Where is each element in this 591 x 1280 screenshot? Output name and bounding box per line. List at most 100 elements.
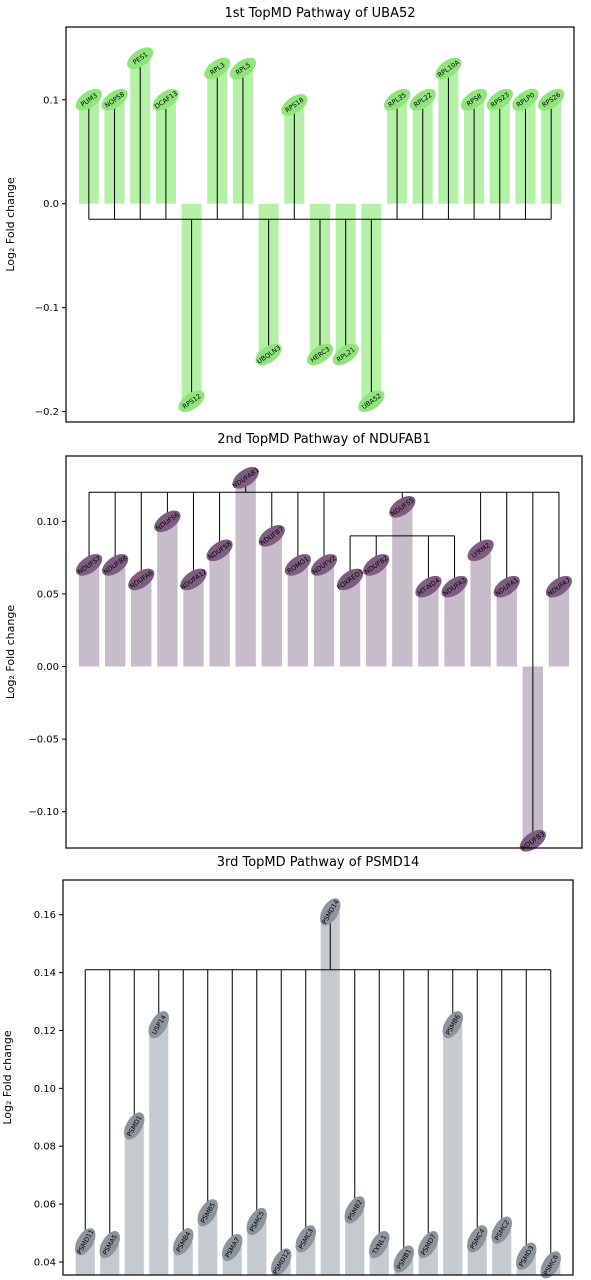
gene-node-marker <box>154 510 181 533</box>
gene-node-marker <box>246 1207 267 1236</box>
bar-foxred1 <box>339 579 361 667</box>
gene-node-marker <box>393 1245 414 1273</box>
bar-ndufab1 <box>235 477 256 667</box>
gene-node-marker <box>258 525 285 547</box>
gene-node-marker <box>336 568 364 591</box>
gene-node-lyrm2: LYRM2 <box>467 539 494 562</box>
bar-psmb5 <box>198 1212 218 1275</box>
gene-node-pes1: PES1 <box>127 47 154 69</box>
y-tick-label: −0.1 <box>35 303 59 314</box>
y-axis-label: Log₂ Fold change <box>4 605 17 699</box>
gene-node-marker <box>363 554 390 576</box>
bar-ndufa7 <box>548 586 570 667</box>
gene-node-psmc5: PSMC5 <box>246 1207 267 1236</box>
gene-node-rpl5: RPL5 <box>229 57 257 80</box>
y-tick-label: −0.05 <box>28 735 59 746</box>
gene-node-marker <box>540 1251 561 1279</box>
gene-node-psmc2: PSMC2 <box>491 1216 512 1244</box>
y-tick-label: 0.00 <box>37 662 59 673</box>
y-tick-label: 0.10 <box>34 1084 56 1095</box>
bar-usp14 <box>149 1024 169 1275</box>
bar-lyrm2 <box>470 550 491 667</box>
gene-node-marker <box>441 575 468 598</box>
gene-node-marker <box>173 1228 194 1256</box>
gene-node-rps26: RPS26 <box>538 88 565 111</box>
gene-node-marker <box>75 88 102 111</box>
gene-node-marker <box>409 88 436 111</box>
gene-node-marker <box>389 495 416 518</box>
bar-psmb2 <box>345 1209 365 1275</box>
gene-node-psma5: PSMA5 <box>99 1231 120 1259</box>
gene-node-marker <box>281 94 308 116</box>
gene-node-psmd1: PSMD1 <box>124 1112 145 1140</box>
gene-node-marker <box>435 57 462 80</box>
bar-psmd14 <box>320 911 340 1275</box>
bar-ndufs5 <box>392 506 413 667</box>
gene-node-marker <box>344 1196 365 1224</box>
gene-node-nop58: NOP58 <box>101 88 128 111</box>
chart-title: 2nd TopMD Pathway of NDUFAB1 <box>217 432 430 447</box>
gene-node-psmd3: PSMD3 <box>516 1242 537 1270</box>
gene-node-psmb1: PSMB1 <box>393 1245 414 1273</box>
gene-node-herc3: HERC3 <box>306 343 334 366</box>
y-tick-label: 0.1 <box>43 95 59 106</box>
gene-node-marker <box>545 575 573 598</box>
plot-frame <box>62 879 574 1276</box>
gene-node-marker <box>383 88 411 111</box>
gene-node-rpl35: RPL35 <box>383 88 411 111</box>
gene-node-psmb4: PSMB4 <box>173 1228 194 1256</box>
y-tick-label: 0.04 <box>34 1257 56 1268</box>
gene-node-marker <box>460 88 488 111</box>
bar-ndufs6 <box>157 521 178 667</box>
gene-node-marker <box>127 47 154 69</box>
bar-ndufa1 <box>496 586 517 667</box>
gene-node-marker <box>102 554 129 576</box>
y-tick-label: 0.0 <box>43 199 59 210</box>
gene-node-marker <box>255 343 282 366</box>
gene-node-marker <box>369 1231 390 1259</box>
gene-node-marker <box>271 1248 292 1276</box>
bar-ndufb7 <box>261 535 282 667</box>
gene-node-marker <box>306 343 334 366</box>
gene-node-marker <box>467 539 494 562</box>
plot-frame <box>65 26 575 423</box>
gene-node-rpl21: RPL21 <box>332 343 359 366</box>
gene-node-marker <box>148 1011 169 1039</box>
bar-ndufa12 <box>183 579 204 667</box>
gene-node-psmb5: PSMB5 <box>197 1199 218 1227</box>
gene-node-marker <box>99 1231 120 1259</box>
gene-node-marker <box>284 554 312 576</box>
y-axis-label: Log₂ Fold change <box>4 177 17 271</box>
gene-node-marker <box>415 575 442 598</box>
chart-title: 3rd TopMD Pathway of PSMD14 <box>217 855 420 870</box>
bar-ndufa6 <box>131 579 152 667</box>
gene-node-marker <box>310 554 338 576</box>
y-tick-label: 0.12 <box>34 1026 56 1037</box>
gene-node-uba52: UBA52 <box>358 390 385 413</box>
gene-node-marker <box>358 390 385 413</box>
gene-node-marker <box>493 575 520 598</box>
gene-node-marker <box>101 88 128 111</box>
gene-node-rpl3: RPL3 <box>204 57 231 80</box>
gene-node-marker <box>128 568 155 591</box>
plot-frame <box>65 455 583 849</box>
gene-node-marker <box>320 898 341 926</box>
gene-node-marker <box>467 1225 488 1253</box>
gene-node-marker <box>519 829 546 852</box>
gene-node-rps8: RPS8 <box>460 88 488 111</box>
y-tick-label: 0.16 <box>34 910 56 921</box>
bar-ndufs8 <box>209 550 230 667</box>
y-tick-label: 0.06 <box>34 1200 56 1211</box>
gene-node-marker <box>222 1233 243 1262</box>
gene-node-marker <box>332 343 359 366</box>
gene-node-psmc4: PSMC4 <box>467 1225 488 1253</box>
bar-ndufa3 <box>444 586 465 667</box>
gene-node-rplp0: RPLP0 <box>512 88 539 111</box>
gene-node-marker <box>295 1225 316 1253</box>
gene-node-marker <box>124 1112 145 1140</box>
y-tick-label: −0.2 <box>35 407 59 418</box>
bar-romo1 <box>287 564 309 667</box>
gene-node-marker <box>512 88 539 111</box>
y-tick-label: 0.14 <box>34 968 56 979</box>
